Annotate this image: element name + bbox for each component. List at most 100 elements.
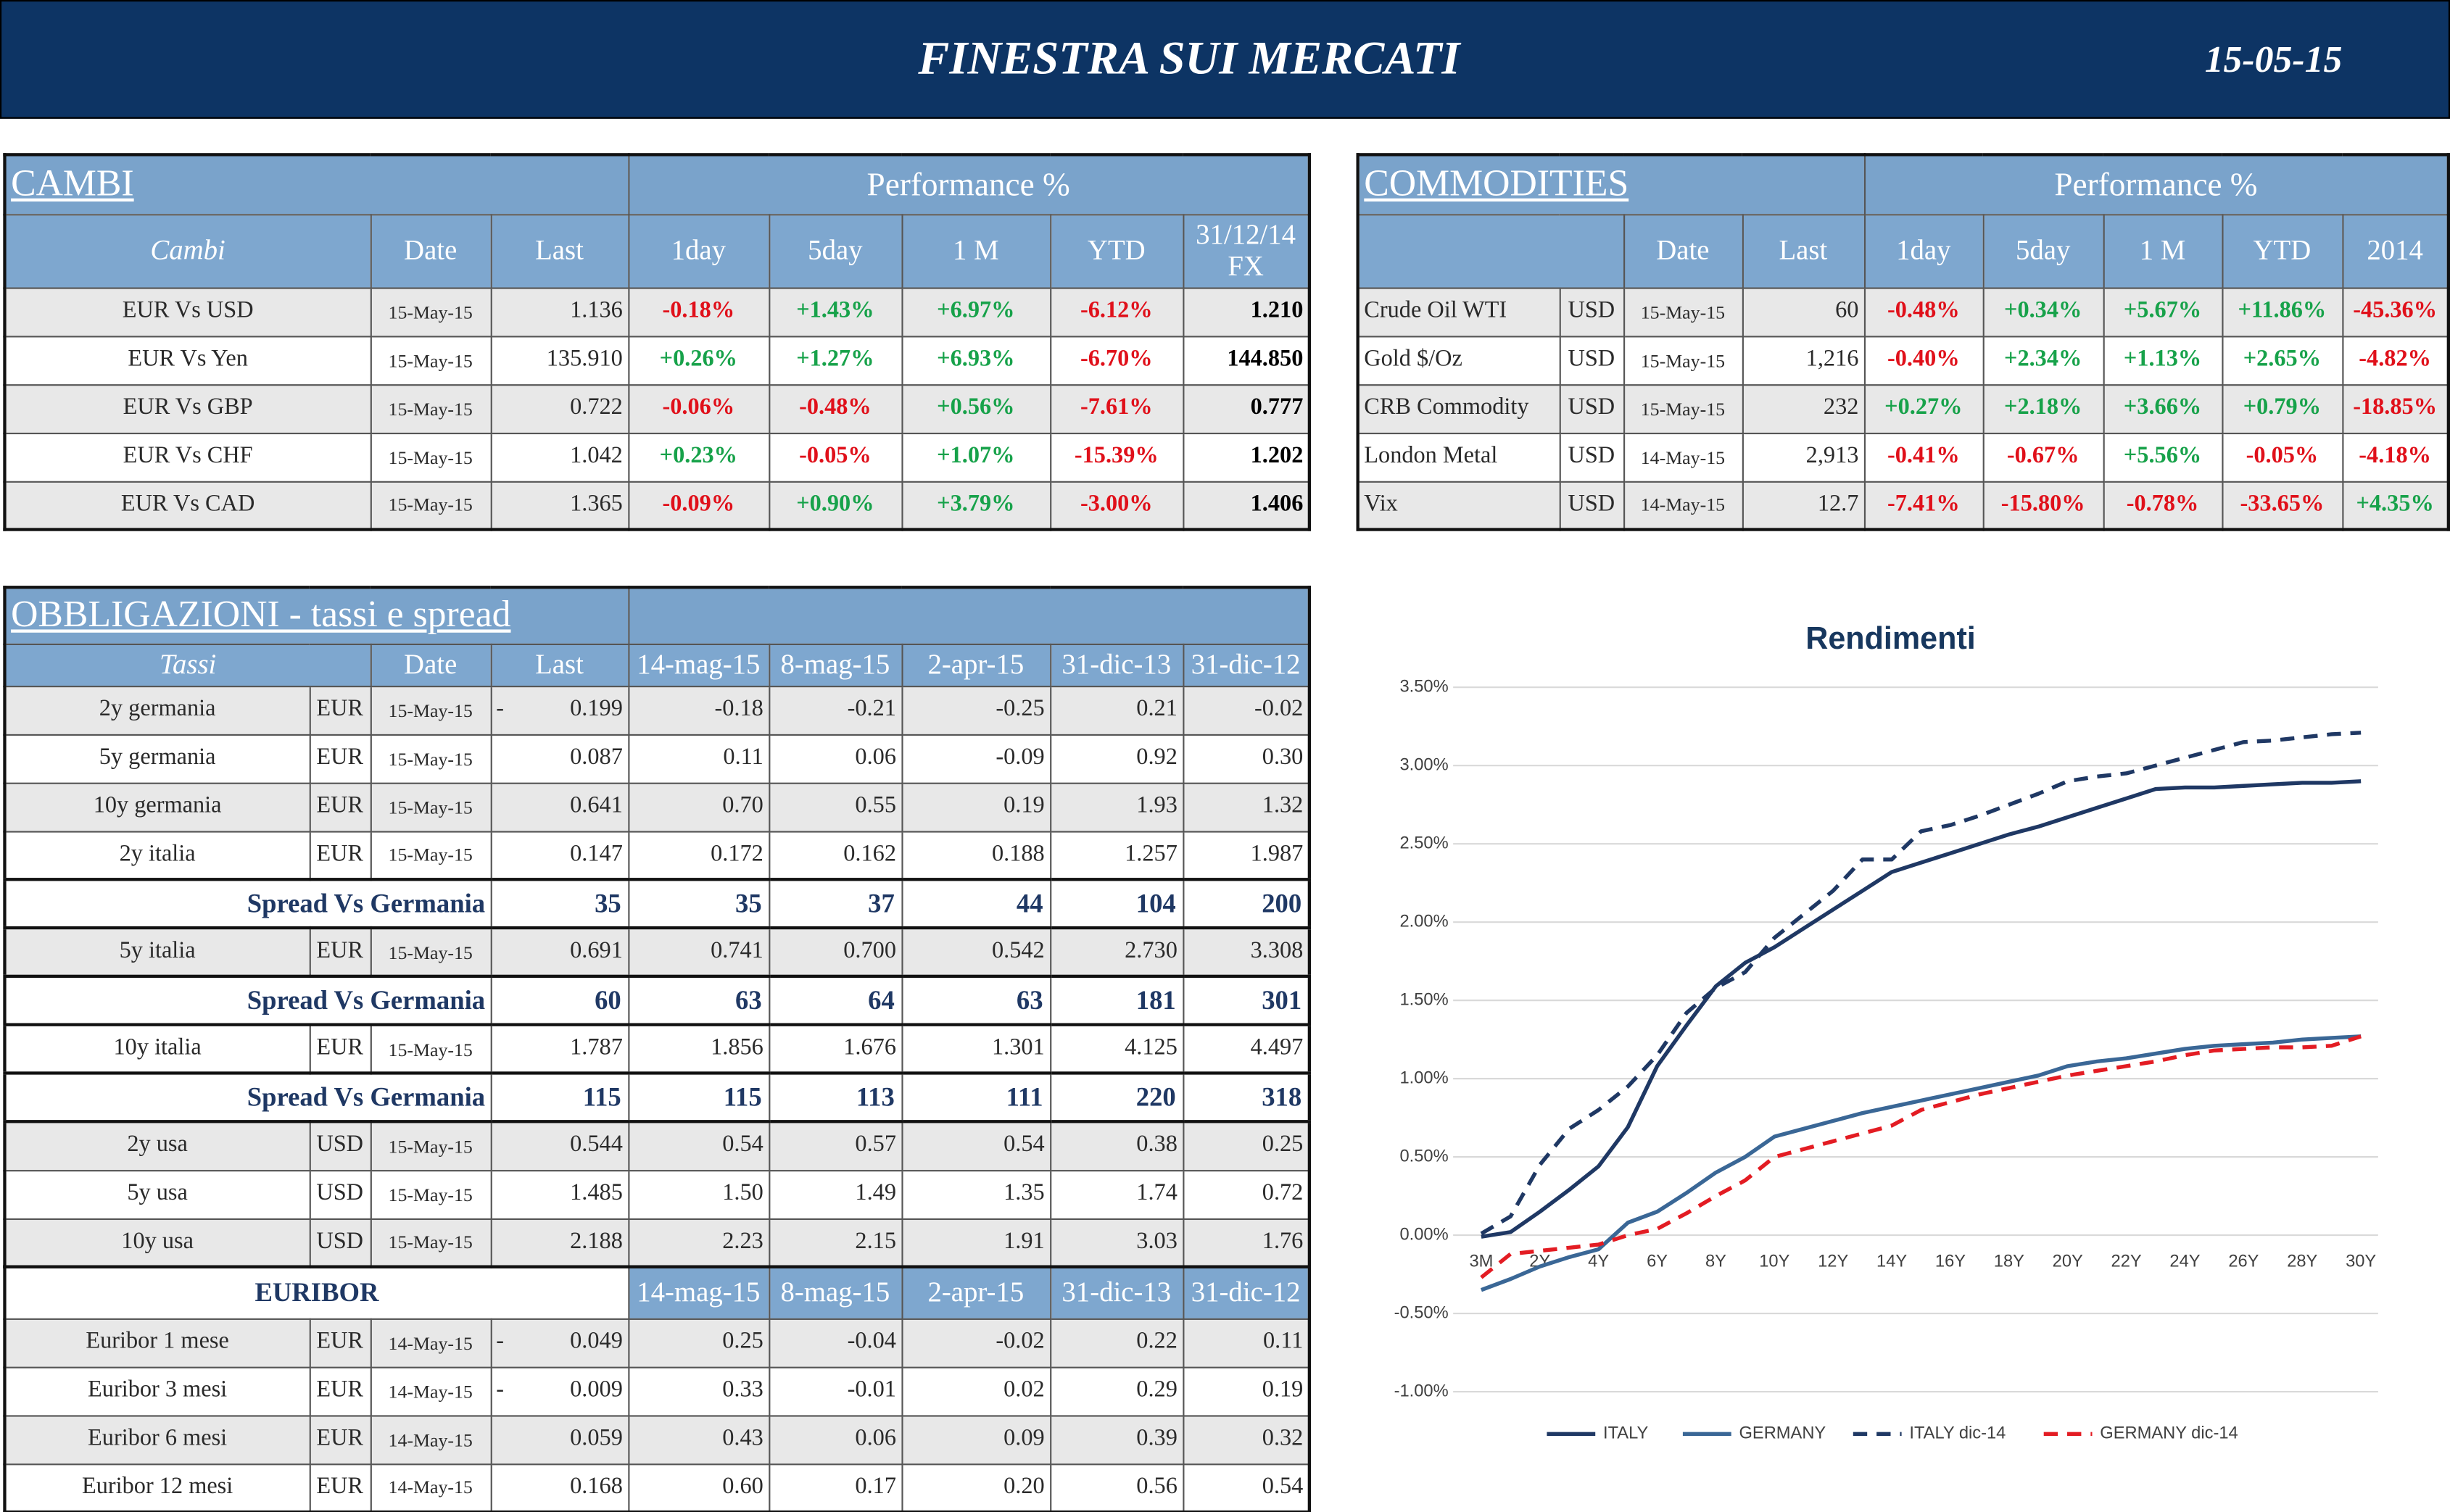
table-cell: -4.18% [2341, 431, 2450, 482]
table-cell: London Metal [1357, 431, 1560, 482]
legend-label: GERMANY [1739, 1424, 1826, 1443]
table-cell: -0.48% [768, 383, 903, 434]
spread-value: 35 [489, 878, 629, 930]
column-header: 8-mag-15 [768, 1266, 903, 1319]
yield-chart: Rendimenti -1.00% -0.50% 0.00% 0.50% 1.00% 1.5… [1394, 621, 2378, 1443]
table-cell: -0.05% [2221, 431, 2343, 482]
table-cell: 3.308 [1182, 926, 1311, 977]
table-cell: 60 [1741, 286, 1866, 337]
table-cell: +0.26% [627, 335, 770, 386]
table-row: 5y usa USD 15-May-15 1.485 1.50 1.49 1.35 1.74 0… [4, 1168, 1311, 1219]
table-cell: +3.66% [2102, 383, 2223, 434]
table-cell: 15-May-15 [369, 1217, 492, 1268]
table-cell: +4.35% [2341, 480, 2450, 531]
table-cell: 0.188 [901, 830, 1051, 881]
table-cell: 0.30 [1182, 733, 1311, 784]
table-cell: EUR [308, 1366, 371, 1416]
table-row: 10y italia EUR 15-May-15 1.787 1.856 1.676 1.3… [4, 1023, 1311, 1074]
table-body: CAMBI Performance % Cambi Date Last 1day 5day 1… [4, 154, 1311, 531]
x-tick-label: 10Y [1759, 1252, 1789, 1271]
table-cell: USD [1558, 383, 1625, 434]
table-cell: -0.48% [1863, 286, 1984, 337]
table-cell: - 0.199 [489, 684, 629, 735]
value: 1.485 [570, 1181, 623, 1206]
table-cell: 2y usa [4, 1121, 310, 1171]
table-cell: 2.15 [768, 1217, 903, 1268]
column-header: 31-dic-12 [1182, 1266, 1311, 1319]
table-cell: +1.13% [2102, 335, 2223, 386]
table-row: 5y germania EUR 15-May-15 0.087 0.11 0.06 -0.0… [4, 733, 1311, 784]
value: 1.787 [570, 1035, 623, 1061]
y-tick-label: 0.50% [1399, 1147, 1448, 1166]
table-cell: -0.21 [768, 684, 903, 735]
table-cell: 1.74 [1049, 1168, 1184, 1219]
table-cell: +5.56% [2102, 431, 2223, 482]
group-header: Performance % [627, 154, 1311, 215]
x-tick-label: 14Y [1876, 1252, 1907, 1271]
flag-mark: - [496, 1329, 504, 1355]
series-line [1480, 731, 2362, 1236]
table-cell: 14-May-15 [1622, 480, 1743, 531]
table-cell: -0.02 [1182, 684, 1311, 735]
table-cell: 0.33 [627, 1366, 770, 1416]
table-body: EURIBOR 14-mag-15 8-mag-15 2-apr-15 31-dic-1… [4, 1266, 1311, 1512]
table-cell: 0.43 [627, 1414, 770, 1465]
group-header: Performance % [1863, 154, 2450, 215]
spread-value: 104 [1049, 878, 1184, 930]
table-cell: 0.741 [627, 926, 770, 977]
table-cell: 10y usa [4, 1217, 310, 1268]
table-cell: 0.29 [1049, 1366, 1184, 1416]
table-row: Euribor 1 mese EUR 14-May-15-0.049 0.25 -0.0… [4, 1317, 1311, 1368]
x-tick-label: 16Y [1935, 1252, 1966, 1271]
table-row: 10y germania EUR 15-May-15 0.641 0.70 0.55 0.1… [4, 781, 1311, 832]
table-cell: Euribor 3 mesi [4, 1366, 310, 1416]
spread-value: 220 [1049, 1071, 1184, 1123]
table-cell: 1,216 [1741, 335, 1866, 386]
table-cell: EUR [308, 733, 371, 784]
flag-mark: - [496, 697, 504, 722]
table-cell: Vix [1357, 480, 1560, 531]
table-cell: 10y germania [4, 781, 310, 832]
y-tick-label: 1.00% [1399, 1068, 1448, 1087]
column-header: 31-dic-13 [1049, 642, 1184, 687]
table-cell: 2.23 [627, 1217, 770, 1268]
table-cell: EUR [308, 1023, 371, 1074]
table-row: COMMODITIES Performance % [1357, 154, 2450, 215]
table-cell: 0.11 [627, 733, 770, 784]
table-row: 5y italia EUR 15-May-15 0.691 0.741 0.700 0.54… [4, 926, 1311, 977]
table-cell: 1.257 [1049, 830, 1184, 881]
column-header: 14-mag-15 [627, 642, 770, 687]
table-row: Spread Vs Germania 60 63 64 63 181 301 [4, 974, 1311, 1026]
legend-label: GERMANY dic-14 [2100, 1424, 2238, 1443]
spread-value: 111 [901, 1071, 1051, 1123]
table-cell: -0.67% [1982, 431, 2104, 482]
value: 0.199 [570, 697, 623, 722]
table-cell: 4.497 [1182, 1023, 1311, 1074]
table-cell: +0.27% [1863, 383, 1984, 434]
table-row: Tassi Date Last 14-mag-15 8-mag-15 2-apr-15 31… [4, 642, 1311, 687]
table-cell: -33.65% [2221, 480, 2343, 531]
value: 0.641 [570, 793, 623, 819]
table-cell: -0.02 [901, 1317, 1051, 1368]
table-cell: 10y italia [4, 1023, 310, 1074]
column-header: Last [489, 642, 629, 687]
table-cell: EUR [308, 1317, 371, 1368]
table-body: OBBLIGAZIONI - tassi e spread Tassi Date La… [4, 586, 1311, 1268]
table-cell: 0.17 [768, 1463, 903, 1512]
column-header: 1 M [901, 213, 1051, 288]
column-header: 31-dic-12 [1182, 642, 1311, 687]
table-row: Euribor 3 mesi EUR 14-May-15- 0.009 0.33 -0.0… [4, 1366, 1311, 1416]
table-cell: 15-May-15 [369, 1121, 492, 1171]
table: OBBLIGAZIONI - tassi e spread Tassi Date La… [3, 586, 1312, 1268]
table-cell: EUR Vs CHF [4, 431, 371, 482]
table-row: 2y italia EUR 15-May-15 0.147 0.172 0.162 0.18… [4, 830, 1311, 881]
table-cell: +1.07% [901, 431, 1051, 482]
x-tick-label: 30Y [2346, 1252, 2376, 1271]
table-cell: 0.22 [1049, 1317, 1184, 1368]
table-cell: 0.722 [489, 383, 629, 434]
table-row: Euribor 6 mesi EUR 14-May-15 0.059 0.43 0.06 0… [4, 1414, 1311, 1465]
table-cell: -18.85% [2341, 383, 2450, 434]
table-row: Date Last 1day 5day 1 M YTD 2014 [1357, 213, 2450, 288]
